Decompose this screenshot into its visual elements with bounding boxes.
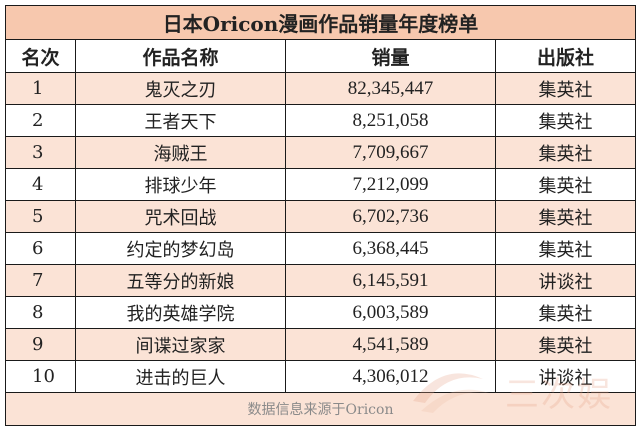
ranking-table: 日本Oricon漫画作品销量年度榜单 名次 作品名称 销量 出版社 1 鬼灭之刃…: [5, 5, 636, 426]
sales-cell: 8,251,058: [285, 104, 496, 137]
publisher-cell: 集英社: [495, 328, 636, 361]
table-row: 6 约定的梦幻岛 6,368,445 集英社: [5, 232, 636, 265]
rank-cell: 10: [5, 360, 76, 393]
publisher-cell: 集英社: [495, 104, 636, 137]
rank-cell: 1: [5, 72, 76, 105]
table-row: 5 咒术回战 6,702,736 集英社: [5, 200, 636, 233]
table-row: 2 王者天下 8,251,058 集英社: [5, 104, 636, 137]
header-sales: 销量: [285, 39, 496, 73]
title-cell: 排球少年: [75, 168, 286, 201]
header-title: 作品名称: [75, 39, 286, 73]
sales-cell: 7,709,667: [285, 136, 496, 169]
title-cell: 鬼灭之刃: [75, 72, 286, 105]
table-row: 1 鬼灭之刃 82,345,447 集英社: [5, 72, 636, 105]
publisher-cell: 集英社: [495, 296, 636, 329]
title-cell: 海贼王: [75, 136, 286, 169]
rank-cell: 6: [5, 232, 76, 265]
rank-cell: 7: [5, 264, 76, 297]
publisher-cell: 集英社: [495, 232, 636, 265]
header-row: 名次 作品名称 销量 出版社: [5, 39, 636, 73]
sales-cell: 7,212,099: [285, 168, 496, 201]
ranking-sheet: 日本Oricon漫画作品销量年度榜单 名次 作品名称 销量 出版社 1 鬼灭之刃…: [5, 5, 636, 431]
header-publisher: 出版社: [495, 39, 636, 73]
publisher-cell: 集英社: [495, 168, 636, 201]
rank-cell: 3: [5, 136, 76, 169]
title-cell: 约定的梦幻岛: [75, 232, 286, 265]
title-cell: 间谍过家家: [75, 328, 286, 361]
sales-cell: 6,003,589: [285, 296, 496, 329]
publisher-cell: 集英社: [495, 200, 636, 233]
footer-row: 数据信息来源于Oricon: [5, 392, 636, 426]
title-cell: 我的英雄学院: [75, 296, 286, 329]
rank-cell: 9: [5, 328, 76, 361]
sales-cell: 82,345,447: [285, 72, 496, 105]
sales-cell: 4,306,012: [285, 360, 496, 393]
table-row: 3 海贼王 7,709,667 集英社: [5, 136, 636, 169]
publisher-cell: 讲谈社: [495, 360, 636, 393]
publisher-cell: 集英社: [495, 136, 636, 169]
publisher-cell: 集英社: [495, 72, 636, 105]
title-row: 日本Oricon漫画作品销量年度榜单: [5, 5, 636, 40]
rank-cell: 4: [5, 168, 76, 201]
sales-cell: 6,368,445: [285, 232, 496, 265]
table-row: 10 进击的巨人 4,306,012 讲谈社: [5, 360, 636, 393]
title-cell: 五等分的新娘: [75, 264, 286, 297]
header-rank: 名次: [5, 39, 76, 73]
title-cell: 进击的巨人: [75, 360, 286, 393]
sales-cell: 6,145,591: [285, 264, 496, 297]
title-cell: 咒术回战: [75, 200, 286, 233]
table-title: 日本Oricon漫画作品销量年度榜单: [5, 5, 636, 40]
table-row: 7 五等分的新娘 6,145,591 讲谈社: [5, 264, 636, 297]
title-cell: 王者天下: [75, 104, 286, 137]
rank-cell: 5: [5, 200, 76, 233]
table-row: 9 间谍过家家 4,541,589 集英社: [5, 328, 636, 361]
table-row: 8 我的英雄学院 6,003,589 集英社: [5, 296, 636, 329]
sales-cell: 6,702,736: [285, 200, 496, 233]
rank-cell: 2: [5, 104, 76, 137]
rank-cell: 8: [5, 296, 76, 329]
sales-cell: 4,541,589: [285, 328, 496, 361]
publisher-cell: 讲谈社: [495, 264, 636, 297]
source-note: 数据信息来源于Oricon: [5, 392, 636, 426]
table-row: 4 排球少年 7,212,099 集英社: [5, 168, 636, 201]
